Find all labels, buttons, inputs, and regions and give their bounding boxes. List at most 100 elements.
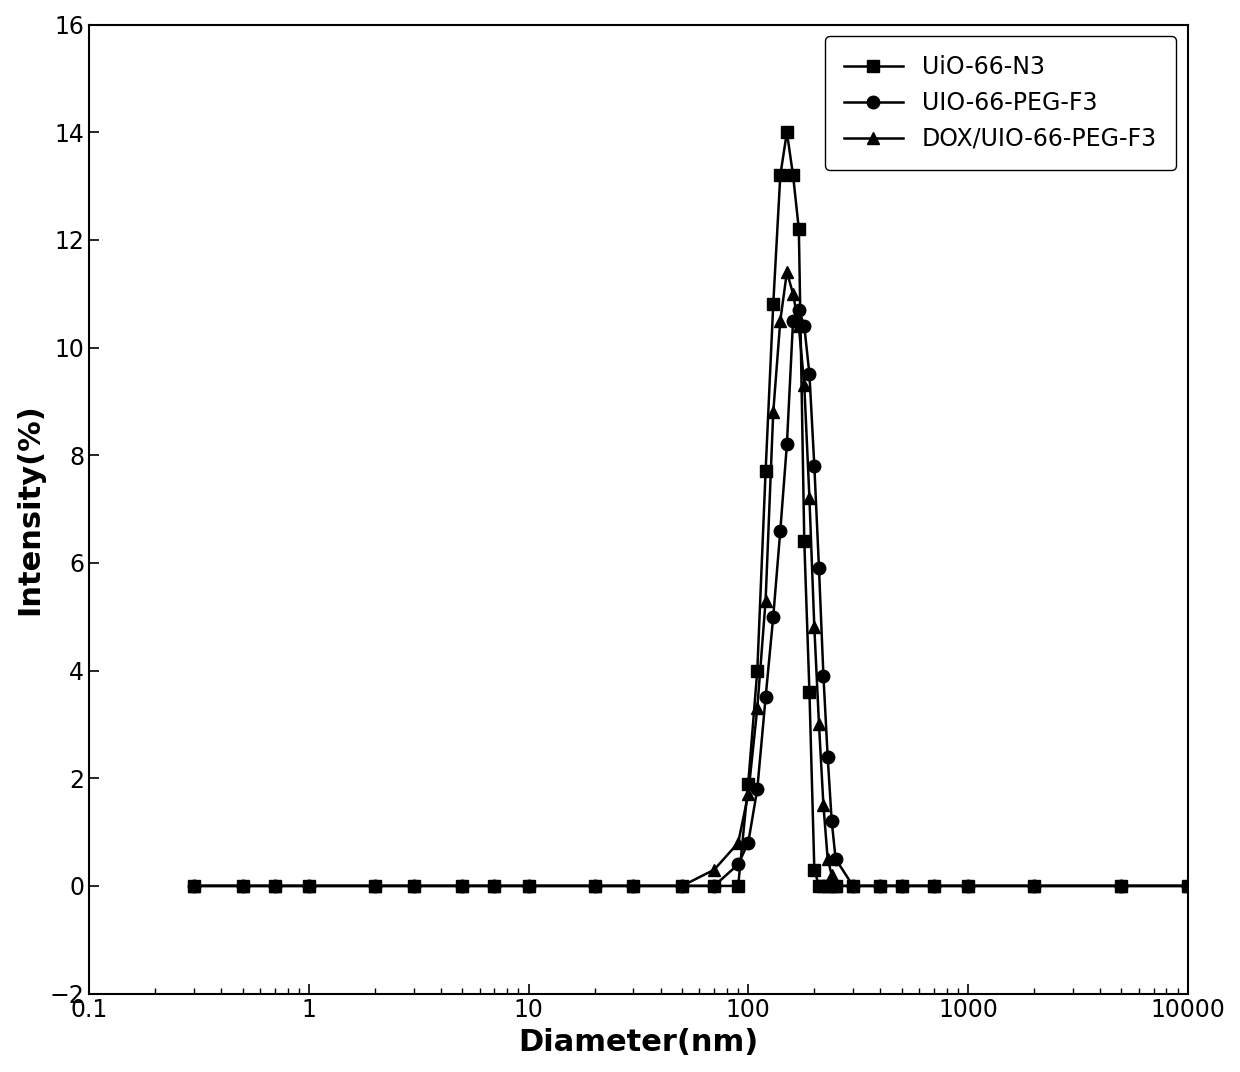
UiO-66-N3 xyxy=(367,879,382,892)
UiO-66-N3 xyxy=(846,879,861,892)
UIO-66-PEG-F3 xyxy=(758,691,773,704)
DOX/UIO-66-PEG-F3 xyxy=(825,868,839,881)
UIO-66-PEG-F3 xyxy=(894,879,909,892)
Line: UiO-66-N3: UiO-66-N3 xyxy=(187,125,1194,892)
UiO-66-N3 xyxy=(236,879,250,892)
DOX/UIO-66-PEG-F3 xyxy=(588,879,603,892)
UiO-66-N3 xyxy=(407,879,422,892)
DOX/UIO-66-PEG-F3 xyxy=(894,879,909,892)
UiO-66-N3 xyxy=(926,879,941,892)
UiO-66-N3 xyxy=(455,879,470,892)
UiO-66-N3 xyxy=(186,879,201,892)
DOX/UIO-66-PEG-F3 xyxy=(811,718,826,731)
DOX/UIO-66-PEG-F3 xyxy=(766,405,781,418)
UiO-66-N3 xyxy=(1114,879,1128,892)
UiO-66-N3 xyxy=(873,879,888,892)
UIO-66-PEG-F3 xyxy=(730,858,745,870)
UIO-66-PEG-F3 xyxy=(750,783,765,795)
UIO-66-PEG-F3 xyxy=(487,879,502,892)
UIO-66-PEG-F3 xyxy=(786,314,801,327)
UiO-66-N3 xyxy=(707,879,722,892)
UiO-66-N3 xyxy=(675,879,689,892)
DOX/UIO-66-PEG-F3 xyxy=(407,879,422,892)
UIO-66-PEG-F3 xyxy=(455,879,470,892)
DOX/UIO-66-PEG-F3 xyxy=(816,799,831,812)
Line: UIO-66-PEG-F3: UIO-66-PEG-F3 xyxy=(187,303,1194,892)
UIO-66-PEG-F3 xyxy=(828,852,843,865)
DOX/UIO-66-PEG-F3 xyxy=(268,879,283,892)
UiO-66-N3 xyxy=(487,879,502,892)
UIO-66-PEG-F3 xyxy=(236,879,250,892)
UIO-66-PEG-F3 xyxy=(1114,879,1128,892)
DOX/UIO-66-PEG-F3 xyxy=(820,852,835,865)
DOX/UIO-66-PEG-F3 xyxy=(873,879,888,892)
UiO-66-N3 xyxy=(626,879,641,892)
DOX/UIO-66-PEG-F3 xyxy=(521,879,536,892)
UIO-66-PEG-F3 xyxy=(820,750,835,763)
DOX/UIO-66-PEG-F3 xyxy=(1114,879,1128,892)
UiO-66-N3 xyxy=(773,168,787,181)
UIO-66-PEG-F3 xyxy=(807,460,822,473)
DOX/UIO-66-PEG-F3 xyxy=(758,594,773,607)
UiO-66-N3 xyxy=(588,879,603,892)
UIO-66-PEG-F3 xyxy=(740,836,755,849)
DOX/UIO-66-PEG-F3 xyxy=(797,378,812,391)
X-axis label: Diameter(nm): Diameter(nm) xyxy=(518,1028,759,1057)
UiO-66-N3 xyxy=(828,879,843,892)
DOX/UIO-66-PEG-F3 xyxy=(367,879,382,892)
UIO-66-PEG-F3 xyxy=(825,815,839,828)
DOX/UIO-66-PEG-F3 xyxy=(926,879,941,892)
UiO-66-N3 xyxy=(766,298,781,311)
Line: DOX/UIO-66-PEG-F3: DOX/UIO-66-PEG-F3 xyxy=(187,266,1194,892)
DOX/UIO-66-PEG-F3 xyxy=(301,879,316,892)
DOX/UIO-66-PEG-F3 xyxy=(786,287,801,300)
UIO-66-PEG-F3 xyxy=(1027,879,1042,892)
UiO-66-N3 xyxy=(786,168,801,181)
DOX/UIO-66-PEG-F3 xyxy=(1027,879,1042,892)
DOX/UIO-66-PEG-F3 xyxy=(780,266,795,279)
UIO-66-PEG-F3 xyxy=(773,524,787,537)
UiO-66-N3 xyxy=(740,777,755,790)
DOX/UIO-66-PEG-F3 xyxy=(455,879,470,892)
UiO-66-N3 xyxy=(1180,879,1195,892)
UiO-66-N3 xyxy=(802,686,817,699)
UIO-66-PEG-F3 xyxy=(780,438,795,451)
UIO-66-PEG-F3 xyxy=(961,879,976,892)
DOX/UIO-66-PEG-F3 xyxy=(750,702,765,715)
UIO-66-PEG-F3 xyxy=(588,879,603,892)
DOX/UIO-66-PEG-F3 xyxy=(1180,879,1195,892)
UiO-66-N3 xyxy=(780,125,795,138)
DOX/UIO-66-PEG-F3 xyxy=(730,836,745,849)
UIO-66-PEG-F3 xyxy=(1180,879,1195,892)
UIO-66-PEG-F3 xyxy=(268,879,283,892)
UiO-66-N3 xyxy=(1027,879,1042,892)
DOX/UIO-66-PEG-F3 xyxy=(675,879,689,892)
DOX/UIO-66-PEG-F3 xyxy=(961,879,976,892)
DOX/UIO-66-PEG-F3 xyxy=(626,879,641,892)
DOX/UIO-66-PEG-F3 xyxy=(487,879,502,892)
UiO-66-N3 xyxy=(894,879,909,892)
UiO-66-N3 xyxy=(791,223,806,236)
UIO-66-PEG-F3 xyxy=(367,879,382,892)
UIO-66-PEG-F3 xyxy=(626,879,641,892)
UiO-66-N3 xyxy=(961,879,976,892)
UiO-66-N3 xyxy=(750,665,765,678)
UiO-66-N3 xyxy=(825,879,839,892)
DOX/UIO-66-PEG-F3 xyxy=(846,879,861,892)
Y-axis label: Intensity(%): Intensity(%) xyxy=(15,403,43,615)
UIO-66-PEG-F3 xyxy=(407,879,422,892)
UIO-66-PEG-F3 xyxy=(707,879,722,892)
UIO-66-PEG-F3 xyxy=(186,879,201,892)
UiO-66-N3 xyxy=(797,535,812,548)
DOX/UIO-66-PEG-F3 xyxy=(828,879,843,892)
DOX/UIO-66-PEG-F3 xyxy=(236,879,250,892)
UiO-66-N3 xyxy=(816,879,831,892)
DOX/UIO-66-PEG-F3 xyxy=(740,788,755,801)
UiO-66-N3 xyxy=(758,465,773,478)
UiO-66-N3 xyxy=(807,863,822,876)
UiO-66-N3 xyxy=(268,879,283,892)
UiO-66-N3 xyxy=(301,879,316,892)
UIO-66-PEG-F3 xyxy=(791,303,806,316)
DOX/UIO-66-PEG-F3 xyxy=(186,879,201,892)
UiO-66-N3 xyxy=(521,879,536,892)
